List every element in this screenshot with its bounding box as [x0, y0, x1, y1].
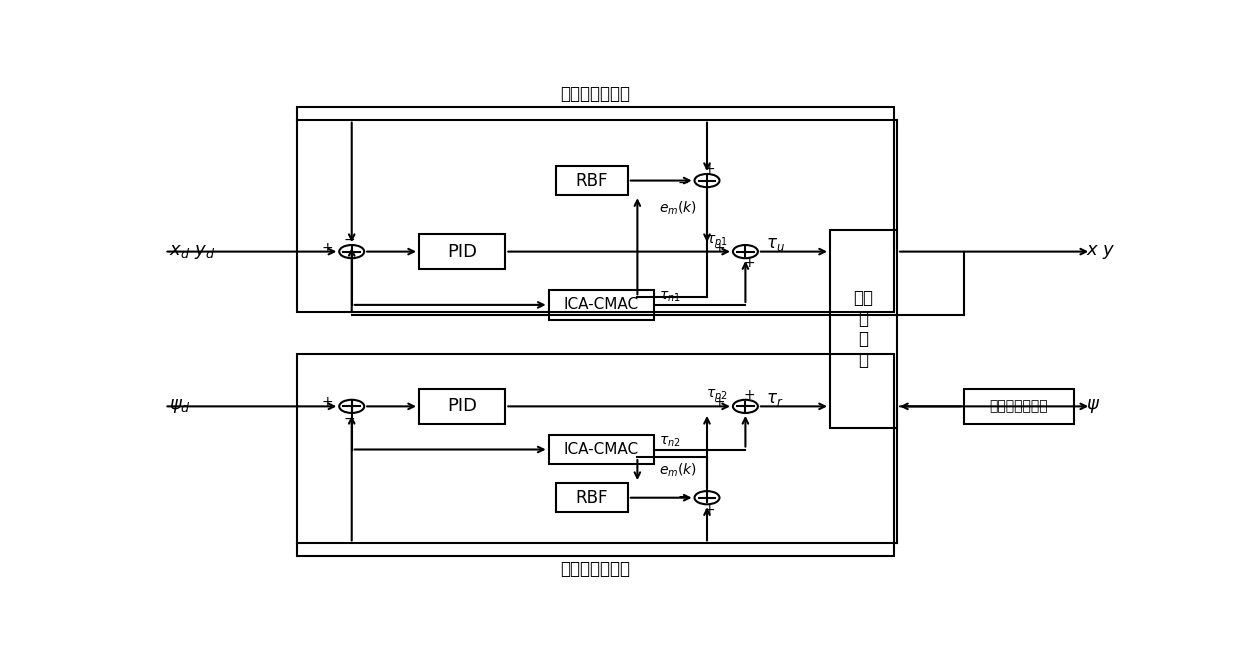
Text: $\tau_{p2}$: $\tau_{p2}$	[706, 388, 729, 405]
Text: $\tau_u$: $\tau_u$	[766, 235, 784, 253]
Text: ICA-CMAC: ICA-CMAC	[564, 297, 639, 312]
Bar	[297, 354, 895, 556]
Text: 无人
艦
模
型: 无人 艦 模 型	[854, 289, 873, 369]
Text: $\tau_r$: $\tau_r$	[766, 389, 783, 408]
Bar	[549, 435, 654, 464]
Text: $\psi_d$: $\psi_d$	[170, 397, 191, 415]
Text: 滤波与数据处理: 滤波与数据处理	[560, 85, 631, 103]
Text: $\tau_{n2}$: $\tau_{n2}$	[659, 434, 680, 449]
Bar	[964, 389, 1074, 424]
Text: +: +	[322, 395, 333, 409]
Text: $x\ y$: $x\ y$	[1087, 243, 1116, 260]
Text: 不确定外界干扪: 不确定外界干扪	[990, 399, 1048, 413]
Text: $e_m(k)$: $e_m(k)$	[659, 199, 698, 217]
Bar	[556, 166, 628, 195]
Bar	[556, 483, 628, 513]
Text: RBF: RBF	[576, 489, 608, 507]
Text: +: +	[703, 162, 715, 176]
Text: +: +	[714, 395, 725, 409]
Text: +: +	[322, 241, 333, 254]
Text: $\tau_{n1}$: $\tau_{n1}$	[659, 289, 680, 304]
Text: +: +	[703, 503, 715, 517]
Text: −: −	[678, 175, 689, 190]
Bar	[830, 230, 897, 428]
Text: +: +	[743, 387, 755, 402]
Text: PID: PID	[447, 243, 477, 260]
Text: $e_m(k)$: $e_m(k)$	[659, 461, 698, 479]
Text: $\psi$: $\psi$	[1087, 397, 1100, 415]
Text: RBF: RBF	[576, 171, 608, 190]
Text: −: −	[678, 490, 689, 503]
Text: $\tau_{p1}$: $\tau_{p1}$	[706, 233, 729, 250]
Bar	[297, 107, 895, 312]
Text: −: −	[344, 412, 356, 426]
Text: +: +	[743, 256, 755, 270]
Text: 滤波与数据处理: 滤波与数据处理	[560, 559, 631, 578]
Text: −: −	[344, 233, 356, 247]
Bar	[419, 389, 506, 424]
Bar	[419, 234, 506, 270]
Text: +: +	[714, 241, 725, 254]
Text: ICA-CMAC: ICA-CMAC	[564, 442, 639, 457]
Text: $x_d\ y_d$: $x_d\ y_d$	[170, 243, 216, 260]
Bar	[549, 290, 654, 320]
Text: PID: PID	[447, 397, 477, 415]
